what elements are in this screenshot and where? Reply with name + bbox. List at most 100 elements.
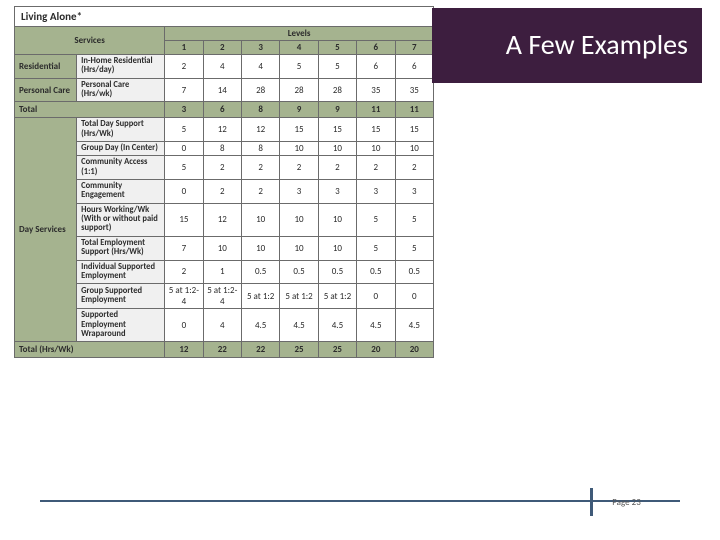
footer-rule	[40, 500, 680, 502]
cell: 11	[395, 102, 433, 118]
cell: 0.5	[241, 260, 279, 284]
table-row: Day Services Total Day Support (Hrs/Wk) …	[15, 118, 434, 142]
row-label: Group Day (In Center)	[77, 142, 165, 156]
services-table-wrap: Living Alone* Services Levels 1 2 3 4 5 …	[14, 6, 434, 358]
cell: 3	[395, 180, 433, 204]
cell: 5 at 1:2-4	[203, 284, 241, 309]
cell: 15	[165, 203, 203, 236]
cell: 25	[318, 342, 356, 358]
cell: 8	[203, 142, 241, 156]
cell: 5	[165, 118, 203, 142]
cell: 10	[280, 142, 318, 156]
cell: 5	[395, 203, 433, 236]
cell: 10	[318, 203, 356, 236]
cell: 5	[280, 55, 318, 79]
cell: 14	[203, 78, 241, 102]
cell: 3	[165, 102, 203, 118]
cell: 22	[203, 342, 241, 358]
cell: 20	[395, 342, 433, 358]
cell: 15	[280, 118, 318, 142]
cell: 6	[395, 55, 433, 79]
cell: 2	[318, 156, 356, 180]
table-row: Community Access (1:1) 5 2 2 2 2 2 2	[15, 156, 434, 180]
cell: 12	[241, 118, 279, 142]
cell: 0	[357, 284, 395, 309]
level-col: 4	[280, 41, 318, 55]
cell: 12	[203, 118, 241, 142]
cell: 8	[241, 142, 279, 156]
total-label: Total (Hrs/Wk)	[15, 342, 165, 358]
row-label: Supported Employment Wraparound	[77, 309, 165, 342]
levels-header: Levels	[165, 27, 434, 41]
cell: 0.5	[395, 260, 433, 284]
cell: 4.5	[395, 309, 433, 342]
cell: 0	[165, 180, 203, 204]
level-col: 6	[357, 41, 395, 55]
row-label: Group Supported Employment	[77, 284, 165, 309]
cell: 35	[357, 78, 395, 102]
cell: 2	[280, 156, 318, 180]
group-label: Residential	[15, 55, 77, 79]
cell: 3	[357, 180, 395, 204]
level-col: 5	[318, 41, 356, 55]
cell: 35	[395, 78, 433, 102]
cell: 3	[280, 180, 318, 204]
cell: 15	[357, 118, 395, 142]
cell: 2	[241, 156, 279, 180]
cell: 28	[280, 78, 318, 102]
cell: 2	[165, 55, 203, 79]
cell: 6	[357, 55, 395, 79]
cell: 0	[165, 309, 203, 342]
row-label: Total Day Support (Hrs/Wk)	[77, 118, 165, 142]
group-label: Day Services	[15, 118, 77, 342]
cell: 2	[165, 260, 203, 284]
cell: 6	[203, 102, 241, 118]
cell: 4	[241, 55, 279, 79]
cell: 5 at 1:2	[280, 284, 318, 309]
cell: 10	[318, 236, 356, 260]
cell: 4.5	[280, 309, 318, 342]
cell: 10	[241, 203, 279, 236]
row-label: Total Employment Support (Hrs/Wk)	[77, 236, 165, 260]
table-row: Group Day (In Center) 0 8 8 10 10 10 10	[15, 142, 434, 156]
cell: 10	[357, 142, 395, 156]
table-caption: Living Alone*	[15, 7, 434, 27]
cell: 11	[357, 102, 395, 118]
table-row: Group Supported Employment 5 at 1:2-4 5 …	[15, 284, 434, 309]
cell: 5	[357, 203, 395, 236]
cell: 5	[318, 55, 356, 79]
cell: 2	[357, 156, 395, 180]
cell: 20	[357, 342, 395, 358]
row-label: Personal Care (Hrs/wk)	[77, 78, 165, 102]
cell: 5	[165, 156, 203, 180]
total-row: Total 3 6 8 9 9 11 11	[15, 102, 434, 118]
cell: 2	[395, 156, 433, 180]
cell: 10	[203, 236, 241, 260]
table-row: Community Engagement 0 2 2 3 3 3 3	[15, 180, 434, 204]
services-table: Living Alone* Services Levels 1 2 3 4 5 …	[14, 6, 434, 358]
table-row: Individual Supported Employment 2 1 0.5 …	[15, 260, 434, 284]
cell: 25	[280, 342, 318, 358]
cell: 5 at 1:2	[318, 284, 356, 309]
level-col: 7	[395, 41, 433, 55]
group-label: Personal Care	[15, 78, 77, 102]
level-col: 1	[165, 41, 203, 55]
cell: 4	[203, 309, 241, 342]
cell: 0	[395, 284, 433, 309]
page-number: Page 23	[590, 488, 660, 516]
cell: 28	[318, 78, 356, 102]
services-header: Services	[15, 27, 165, 55]
cell: 0	[165, 142, 203, 156]
cell: 5 at 1:2	[241, 284, 279, 309]
cell: 5 at 1:2-4	[165, 284, 203, 309]
cell: 15	[395, 118, 433, 142]
cell: 8	[241, 102, 279, 118]
cell: 4.5	[357, 309, 395, 342]
table-row: Supported Employment Wraparound 0 4 4.5 …	[15, 309, 434, 342]
cell: 10	[241, 236, 279, 260]
row-label: In-Home Residential (Hrs/day)	[77, 55, 165, 79]
cell: 0.5	[318, 260, 356, 284]
cell: 0.5	[280, 260, 318, 284]
cell: 4.5	[241, 309, 279, 342]
cell: 10	[280, 236, 318, 260]
